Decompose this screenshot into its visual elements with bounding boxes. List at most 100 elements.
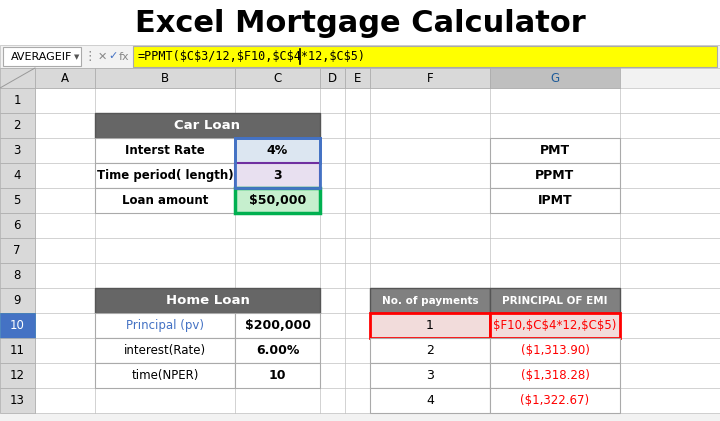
Text: F: F bbox=[427, 72, 433, 85]
Bar bbox=[490, 188, 620, 213]
Text: E: E bbox=[354, 72, 361, 85]
Bar bbox=[0, 363, 35, 388]
Text: interest(Rate): interest(Rate) bbox=[124, 344, 206, 357]
Bar bbox=[0, 188, 35, 213]
Bar bbox=[0, 68, 35, 88]
Bar bbox=[235, 163, 320, 188]
Text: $F10,$C$4*12,$C$5): $F10,$C$4*12,$C$5) bbox=[493, 319, 617, 332]
Bar bbox=[95, 288, 320, 313]
Text: 1: 1 bbox=[426, 319, 434, 332]
Text: Principal (pv): Principal (pv) bbox=[126, 319, 204, 332]
Text: Interst Rate: Interst Rate bbox=[125, 144, 205, 157]
Text: 6: 6 bbox=[13, 219, 21, 232]
Text: ✓: ✓ bbox=[108, 51, 117, 61]
Bar bbox=[95, 338, 235, 363]
Text: 1: 1 bbox=[13, 94, 21, 107]
Text: Excel Mortgage Calculator: Excel Mortgage Calculator bbox=[135, 8, 585, 37]
Text: 10: 10 bbox=[9, 319, 24, 332]
Text: 12: 12 bbox=[9, 369, 24, 382]
Bar bbox=[370, 388, 490, 413]
Text: 6.00%: 6.00% bbox=[256, 344, 300, 357]
Bar bbox=[235, 338, 320, 363]
Bar bbox=[0, 238, 35, 263]
Bar bbox=[0, 313, 35, 338]
Bar bbox=[0, 263, 35, 288]
Bar bbox=[490, 388, 620, 413]
Text: 5: 5 bbox=[13, 194, 21, 207]
Bar bbox=[0, 163, 35, 188]
Text: fx: fx bbox=[119, 51, 130, 61]
Bar bbox=[490, 68, 620, 88]
Bar bbox=[490, 163, 620, 188]
Text: 13: 13 bbox=[9, 394, 24, 407]
Bar bbox=[3, 47, 81, 66]
Bar bbox=[235, 138, 320, 163]
Text: ✕: ✕ bbox=[97, 51, 107, 61]
Bar bbox=[95, 163, 235, 188]
Text: 3: 3 bbox=[273, 169, 282, 182]
Bar bbox=[490, 338, 620, 363]
Text: ($1,318.28): ($1,318.28) bbox=[521, 369, 590, 382]
Bar bbox=[0, 338, 35, 363]
Bar bbox=[0, 0, 720, 45]
Bar bbox=[235, 363, 320, 388]
Bar bbox=[345, 68, 370, 88]
Bar bbox=[95, 68, 235, 88]
Bar bbox=[95, 313, 235, 338]
Text: B: B bbox=[161, 72, 169, 85]
Bar bbox=[490, 363, 620, 388]
Text: G: G bbox=[550, 72, 559, 85]
Bar bbox=[320, 68, 345, 88]
Bar bbox=[35, 88, 720, 413]
Text: 4%: 4% bbox=[267, 144, 288, 157]
Text: IPMT: IPMT bbox=[538, 194, 572, 207]
Text: ($1,313.90): ($1,313.90) bbox=[521, 344, 590, 357]
Text: PMT: PMT bbox=[540, 144, 570, 157]
Text: Home Loan: Home Loan bbox=[166, 294, 249, 307]
Text: 3: 3 bbox=[13, 144, 21, 157]
Text: $50,000: $50,000 bbox=[249, 194, 306, 207]
Text: ▼: ▼ bbox=[74, 54, 80, 61]
Text: 11: 11 bbox=[9, 344, 24, 357]
Bar bbox=[95, 113, 320, 138]
Bar bbox=[235, 138, 320, 188]
Text: No. of payments: No. of payments bbox=[382, 296, 478, 306]
Bar bbox=[235, 313, 320, 338]
Bar bbox=[0, 213, 35, 238]
Bar bbox=[0, 88, 35, 113]
Bar bbox=[0, 113, 35, 138]
Text: AVERAGEIF: AVERAGEIF bbox=[12, 51, 73, 61]
Bar bbox=[133, 46, 717, 67]
Text: Time period( length): Time period( length) bbox=[96, 169, 233, 182]
Bar bbox=[235, 68, 320, 88]
Bar bbox=[490, 138, 620, 163]
Text: time(NPER): time(NPER) bbox=[131, 369, 199, 382]
Text: =PPMT($C$3/12,$F10,$C$4*12,$C$5): =PPMT($C$3/12,$F10,$C$4*12,$C$5) bbox=[137, 50, 365, 63]
Bar bbox=[0, 388, 35, 413]
Bar bbox=[490, 288, 620, 313]
Bar bbox=[0, 138, 35, 163]
Text: 2: 2 bbox=[13, 119, 21, 132]
Text: ⋮: ⋮ bbox=[84, 50, 96, 63]
Text: 10: 10 bbox=[269, 369, 287, 382]
Bar bbox=[370, 68, 490, 88]
Text: 7: 7 bbox=[13, 244, 21, 257]
Text: C: C bbox=[274, 72, 282, 85]
Bar bbox=[370, 313, 490, 338]
Bar bbox=[95, 188, 235, 213]
Bar bbox=[370, 288, 490, 313]
Text: 2: 2 bbox=[426, 344, 434, 357]
Text: 4: 4 bbox=[13, 169, 21, 182]
Text: 3: 3 bbox=[426, 369, 434, 382]
Text: PRINCIPAL OF EMI: PRINCIPAL OF EMI bbox=[503, 296, 608, 306]
Bar bbox=[35, 68, 95, 88]
Text: PPMT: PPMT bbox=[536, 169, 575, 182]
Text: 9: 9 bbox=[13, 294, 21, 307]
Text: 8: 8 bbox=[13, 269, 21, 282]
Text: ($1,322.67): ($1,322.67) bbox=[521, 394, 590, 407]
Bar bbox=[490, 313, 620, 338]
Bar bbox=[370, 363, 490, 388]
Text: $200,000: $200,000 bbox=[245, 319, 310, 332]
Text: A: A bbox=[61, 72, 69, 85]
Text: Car Loan: Car Loan bbox=[174, 119, 240, 132]
